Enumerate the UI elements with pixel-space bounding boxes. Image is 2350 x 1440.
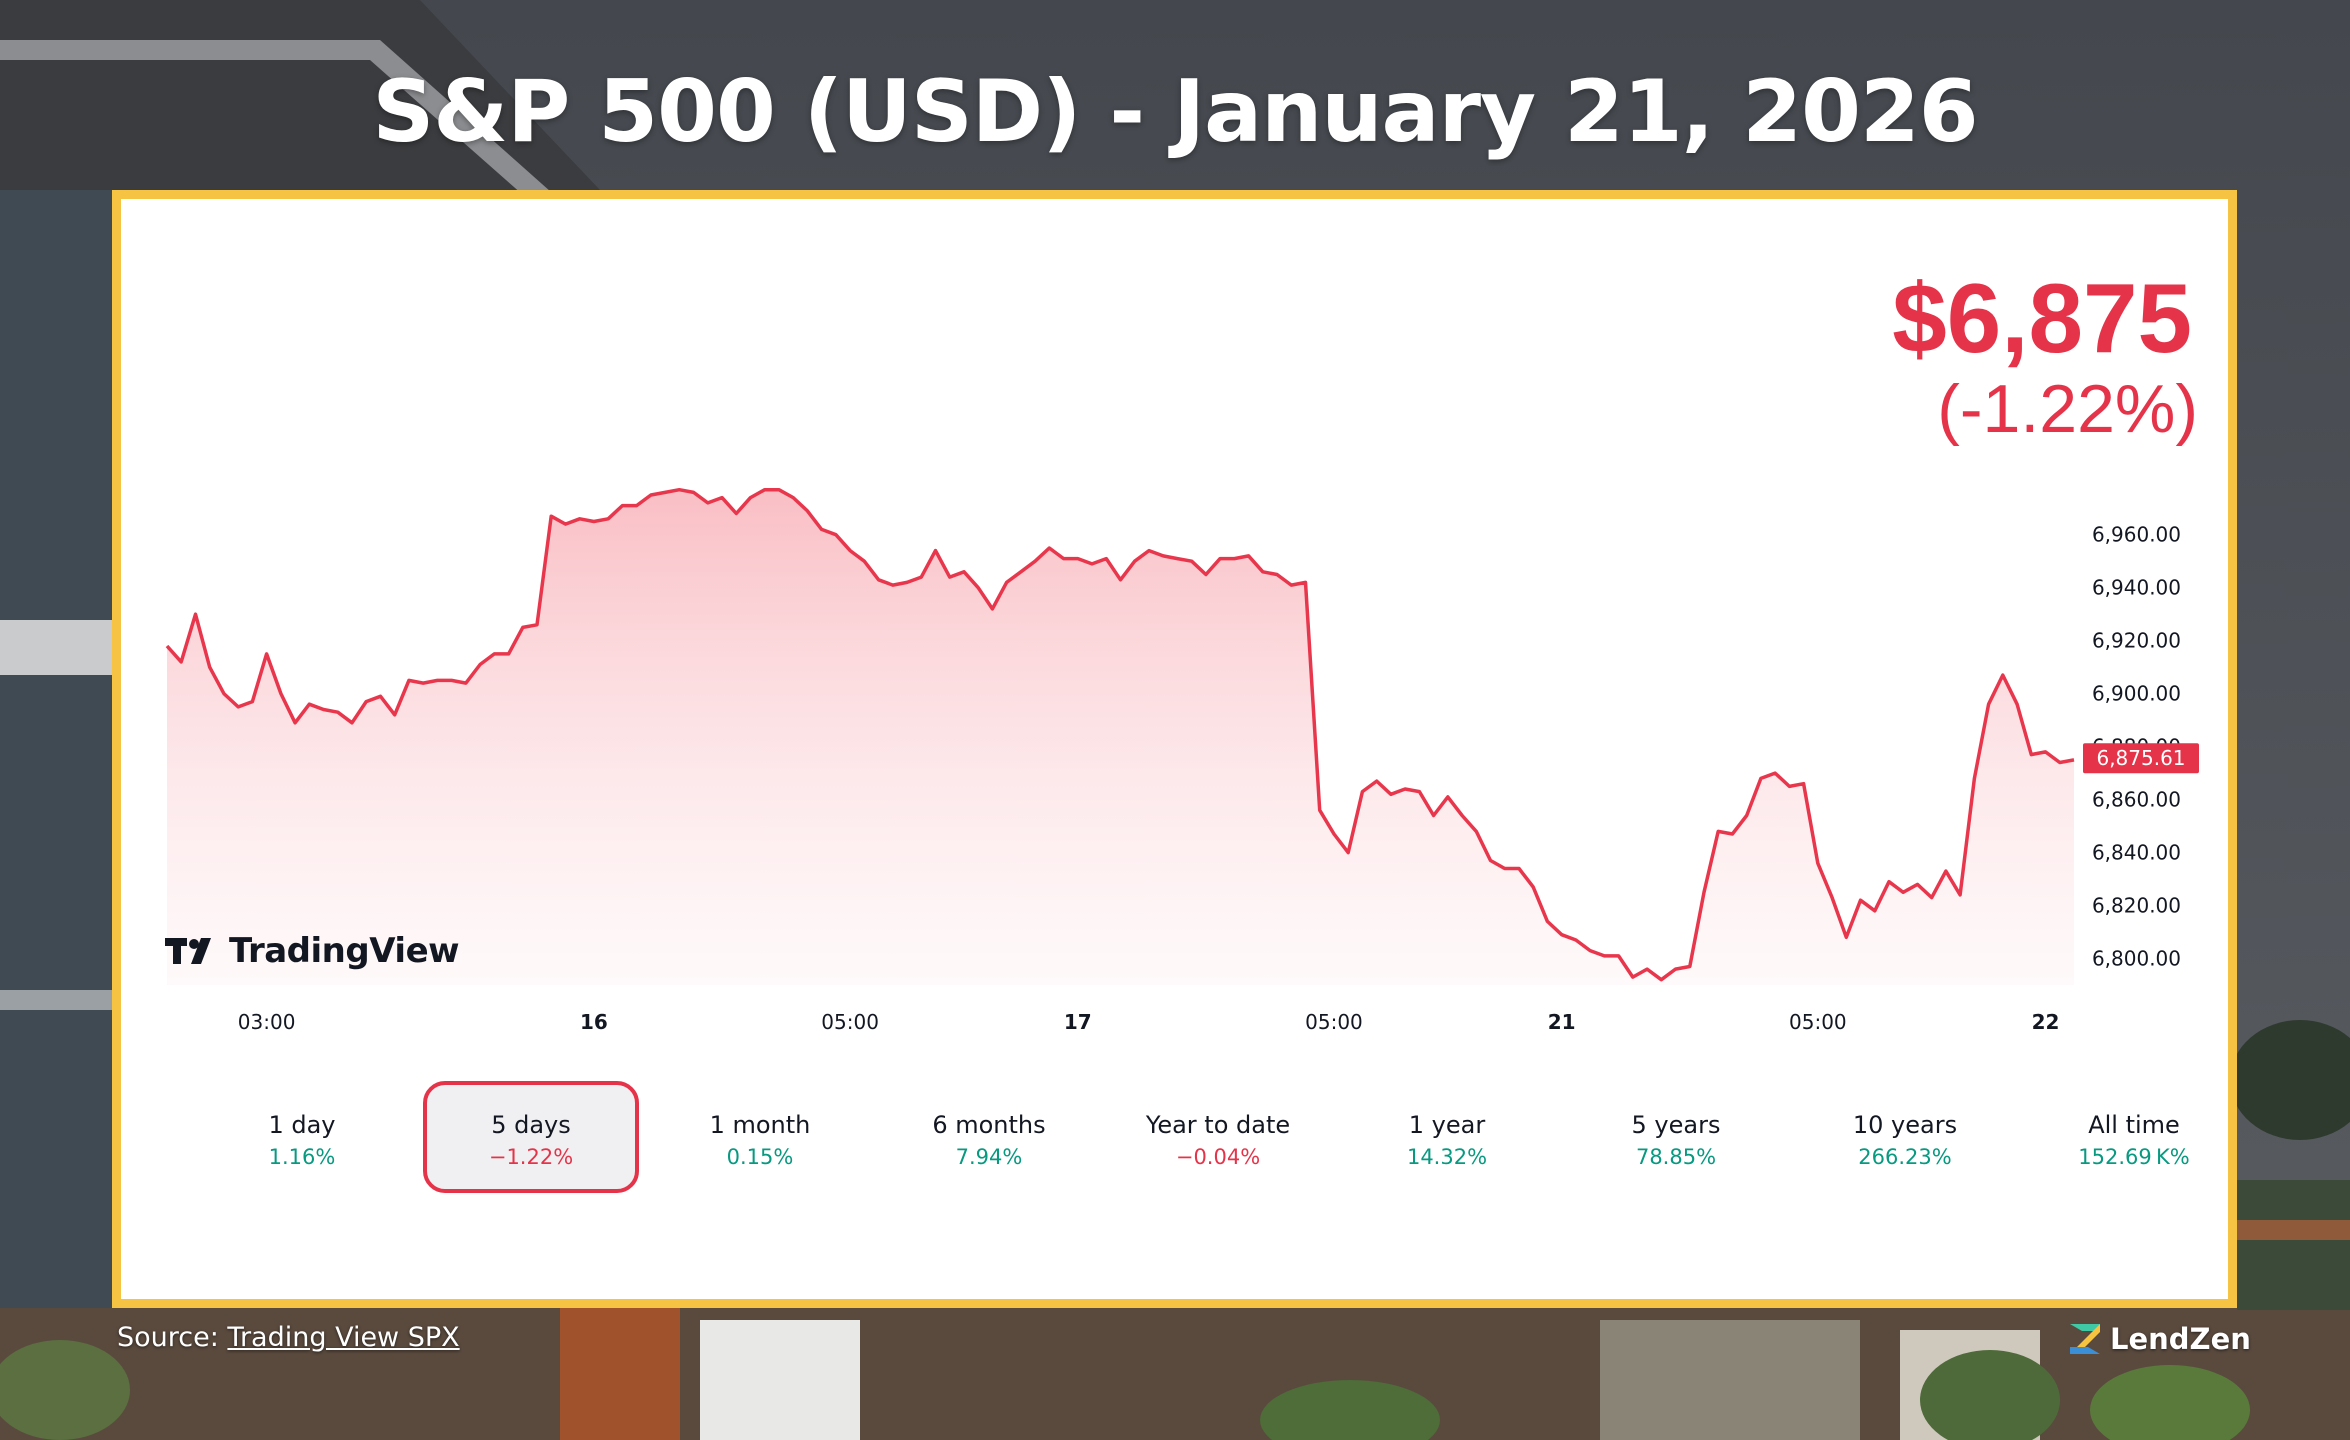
price-change: (-1.22%) [1937, 371, 2198, 447]
last-value-badge [2083, 743, 2199, 774]
y-tick-label: 6,840.00 [2092, 841, 2181, 865]
tradingview-logo-text: TradingView [229, 931, 460, 971]
price-value: $6,875 [1892, 263, 2192, 373]
source-link[interactable]: Trading View SPX [227, 1322, 460, 1353]
period-button[interactable]: 5 years 78.85% [1568, 1081, 1784, 1193]
price-line [165, 487, 2075, 982]
y-tick-label: 6,800.00 [2092, 947, 2181, 971]
period-button[interactable]: 10 years 266.23% [1797, 1081, 2013, 1193]
period-button[interactable]: 6 months 7.94% [881, 1081, 1097, 1193]
period-change: −1.22% [488, 1145, 574, 1169]
y-tick-label: 6,820.00 [2092, 894, 2181, 918]
lendzen-brand: LendZen [2068, 1322, 2251, 1356]
x-tick-label: 17 [1064, 1010, 1092, 1034]
period-button[interactable]: All time 152.69 K% [2026, 1081, 2242, 1193]
x-tick-label: 05:00 [821, 1010, 879, 1034]
x-tick-label: 03:00 [238, 1010, 296, 1034]
period-button[interactable]: 5 days −1.22% [423, 1081, 639, 1193]
x-tick-label: 22 [2032, 1010, 2060, 1034]
period-change: 1.16% [268, 1145, 336, 1169]
period-label: 1 year [1408, 1111, 1486, 1139]
period-change: 266.23% [1858, 1145, 1952, 1169]
x-tick-label: 21 [1548, 1010, 1576, 1034]
period-label: 6 months [932, 1111, 1046, 1139]
lendzen-logo-icon [2070, 1324, 2100, 1354]
period-change: 14.32% [1406, 1145, 1488, 1169]
chart-card: 6,960.006,940.006,920.006,900.006,880.00… [112, 190, 2237, 1308]
period-label: 10 years [1852, 1111, 1958, 1139]
period-selector: 1 day 1.16% 5 days −1.22% 1 month 0.15% 6 mont… [155, 1081, 2215, 1197]
source-credit: Source: Trading View SPX [117, 1322, 460, 1353]
period-button[interactable]: 1 day 1.16% [194, 1081, 410, 1193]
period-change: 152.69 K% [2078, 1145, 2190, 1169]
y-tick-label: 6,900.00 [2092, 682, 2181, 706]
period-label: Year to date [1145, 1111, 1291, 1139]
brand-name: LendZen [2110, 1322, 2251, 1356]
x-tick-label: 05:00 [1789, 1010, 1847, 1034]
tradingview-icon [165, 938, 211, 964]
period-label: 5 days [491, 1111, 571, 1139]
y-tick-label: 6,960.00 [2092, 523, 2181, 547]
price-area-fill [167, 489, 2074, 985]
price-chart: 6,960.006,940.006,920.006,900.006,880.00… [165, 487, 2199, 1034]
period-change: −0.04% [1175, 1145, 1261, 1169]
period-label: 5 years [1631, 1111, 1721, 1139]
last-value-label: 6,875.61 [2096, 746, 2185, 770]
y-tick-label: 6,920.00 [2092, 629, 2181, 653]
y-tick-label: 6,940.00 [2092, 576, 2181, 600]
price-summary: $6,875 (-1.22%) [1892, 263, 2198, 447]
page-title: S&P 500 (USD) - January 21, 2026 [372, 62, 1978, 162]
tradingview-logo: TradingView [165, 931, 460, 971]
period-change: 7.94% [955, 1145, 1023, 1169]
source-prefix: Source: [117, 1322, 228, 1353]
period-change: 78.85% [1635, 1145, 1717, 1169]
period-button[interactable]: Year to date −0.04% [1110, 1081, 1326, 1193]
period-label: All time [2088, 1111, 2180, 1139]
x-tick-label: 16 [580, 1010, 608, 1034]
period-button[interactable]: 1 year 14.32% [1339, 1081, 1555, 1193]
period-label: 1 day [268, 1111, 336, 1139]
y-tick-label: 6,860.00 [2092, 788, 2181, 812]
period-button[interactable]: 1 month 0.15% [652, 1081, 868, 1193]
x-tick-label: 05:00 [1305, 1010, 1363, 1034]
period-change: 0.15% [726, 1145, 794, 1169]
period-label: 1 month [709, 1111, 811, 1139]
